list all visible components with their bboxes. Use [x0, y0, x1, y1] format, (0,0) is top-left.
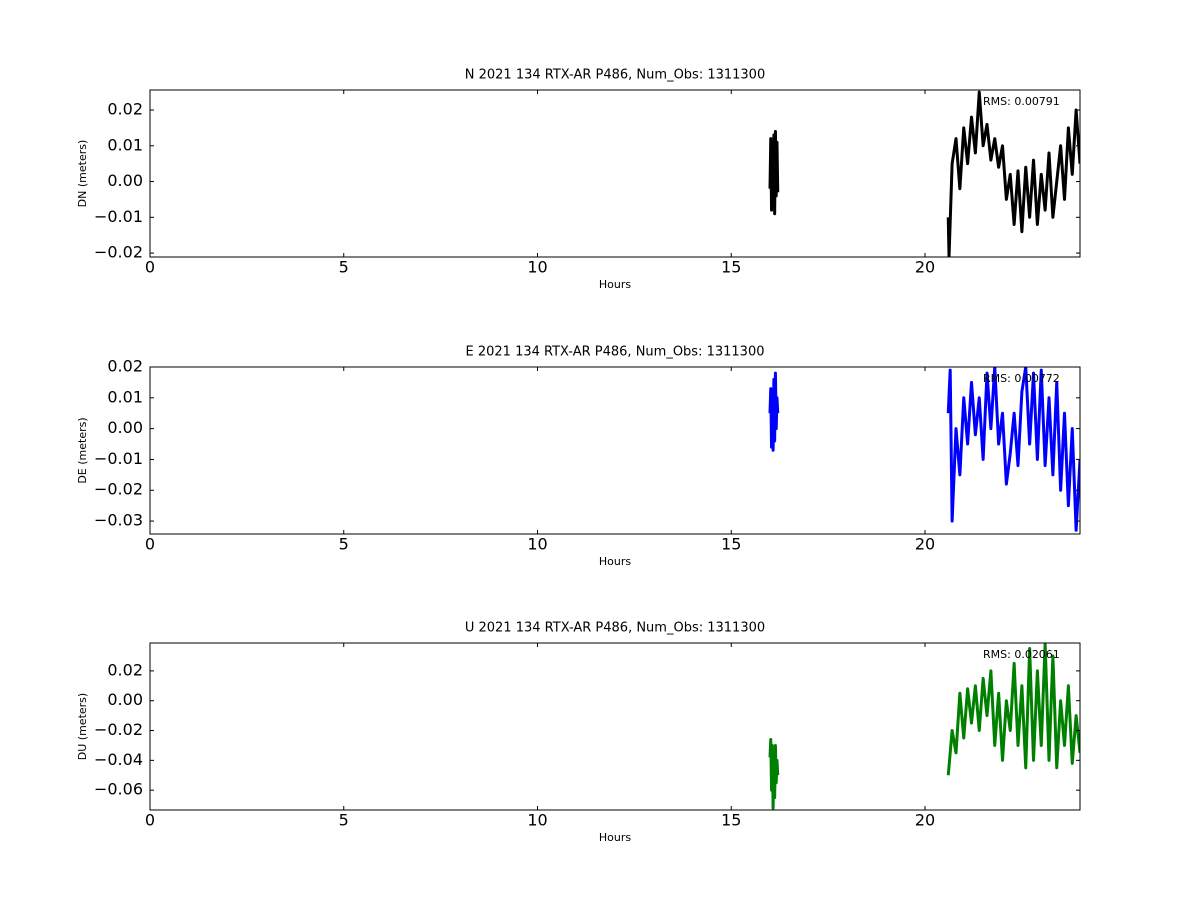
x-tick-label: 0	[145, 811, 155, 830]
y-tick-label: 0.01	[107, 135, 143, 154]
data-line	[768, 367, 1080, 532]
y-tick-label: −0.03	[94, 511, 143, 530]
subplot: N 2021 134 RTX-AR P486, Num_Obs: 1311300…	[76, 68, 1081, 291]
x-tick-label: 15	[721, 258, 741, 277]
y-axis-label: DE (meters)	[76, 417, 89, 483]
x-tick-label: 20	[915, 535, 935, 554]
x-tick-label: 10	[527, 535, 547, 554]
y-tick-label: 0.00	[107, 690, 143, 709]
data-line	[768, 90, 1080, 257]
rms-annotation: RMS: 0.00772	[983, 372, 1060, 385]
subplot: E 2021 134 RTX-AR P486, Num_Obs: 1311300…	[76, 345, 1081, 568]
x-tick-label: 15	[721, 535, 741, 554]
x-axis-label: Hours	[599, 278, 631, 291]
data-line	[768, 643, 1080, 810]
x-tick-label: 10	[527, 258, 547, 277]
y-tick-label: 0.00	[107, 171, 143, 190]
x-tick-label: 5	[339, 535, 349, 554]
x-tick-label: 5	[339, 811, 349, 830]
rms-annotation: RMS: 0.00791	[983, 95, 1060, 108]
y-tick-label: −0.01	[94, 449, 143, 468]
subplot: U 2021 134 RTX-AR P486, Num_Obs: 1311300…	[76, 621, 1081, 844]
y-tick-label: −0.04	[94, 750, 143, 769]
x-axis-label: Hours	[599, 831, 631, 844]
y-axis-label: DN (meters)	[76, 140, 89, 208]
x-tick-label: 20	[915, 258, 935, 277]
y-tick-label: 0.00	[107, 418, 143, 437]
axes-frame	[149, 89, 1081, 258]
x-tick-label: 0	[145, 535, 155, 554]
y-tick-label: −0.01	[94, 207, 143, 226]
y-tick-label: −0.02	[94, 480, 143, 499]
y-tick-label: 0.01	[107, 387, 143, 406]
x-tick-label: 20	[915, 811, 935, 830]
y-tick-label: 0.02	[107, 357, 143, 376]
subplot-title: N 2021 134 RTX-AR P486, Num_Obs: 1311300	[465, 68, 765, 83]
y-tick-label: −0.02	[94, 720, 143, 739]
x-tick-label: 15	[721, 811, 741, 830]
x-axis-label: Hours	[599, 555, 631, 568]
y-tick-label: 0.02	[107, 100, 143, 119]
rms-annotation: RMS: 0.02061	[983, 648, 1060, 661]
subplot-title: E 2021 134 RTX-AR P486, Num_Obs: 1311300	[466, 345, 765, 360]
x-tick-label: 5	[339, 258, 349, 277]
y-tick-label: −0.02	[94, 243, 143, 262]
y-tick-label: 0.02	[107, 660, 143, 679]
x-tick-label: 10	[527, 811, 547, 830]
subplot-title: U 2021 134 RTX-AR P486, Num_Obs: 1311300	[465, 621, 765, 636]
axes-frame	[149, 642, 1081, 811]
y-tick-label: −0.06	[94, 780, 143, 799]
x-tick-label: 0	[145, 258, 155, 277]
y-axis-label: DU (meters)	[76, 693, 89, 760]
axes-frame	[149, 366, 1081, 535]
